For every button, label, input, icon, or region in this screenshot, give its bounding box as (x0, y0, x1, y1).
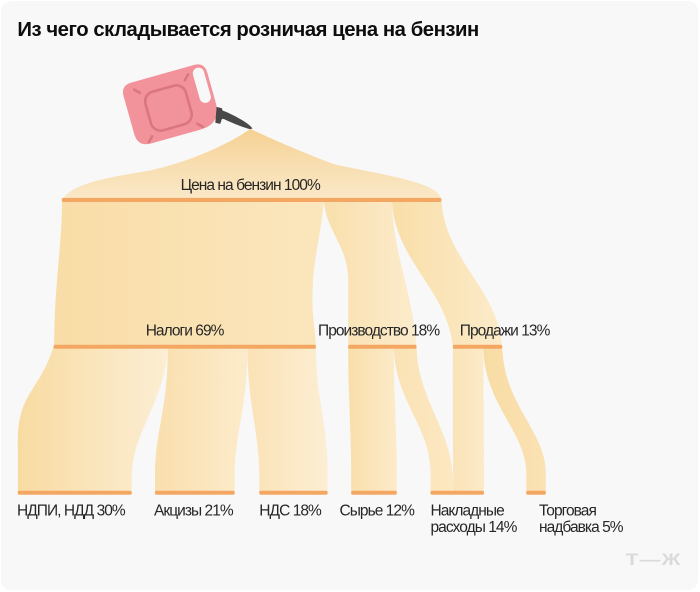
svg-text:Из чего складывается розничая: Из чего складывается розничая цена на бе… (17, 19, 478, 41)
svg-text:расходы 14%: расходы 14% (431, 519, 518, 536)
svg-text:Накладные: Накладные (431, 502, 505, 519)
svg-text:надбавка 5%: надбавка 5% (539, 519, 624, 536)
svg-text:Производство 18%: Производство 18% (318, 322, 440, 339)
svg-text:Налоги 69%: Налоги 69% (146, 322, 225, 339)
svg-text:НДПИ, НДД 30%: НДПИ, НДД 30% (17, 502, 126, 519)
svg-text:Продажи 13%: Продажи 13% (460, 322, 551, 339)
svg-text:Т—Ж: Т—Ж (626, 550, 682, 568)
svg-text:НДС 18%: НДС 18% (259, 502, 322, 519)
svg-text:Сырье 12%: Сырье 12% (340, 502, 416, 519)
svg-text:Акцизы 21%: Акцизы 21% (154, 502, 234, 519)
svg-text:Цена на бензин 100%: Цена на бензин 100% (181, 177, 321, 194)
svg-text:Торговая: Торговая (539, 502, 596, 519)
